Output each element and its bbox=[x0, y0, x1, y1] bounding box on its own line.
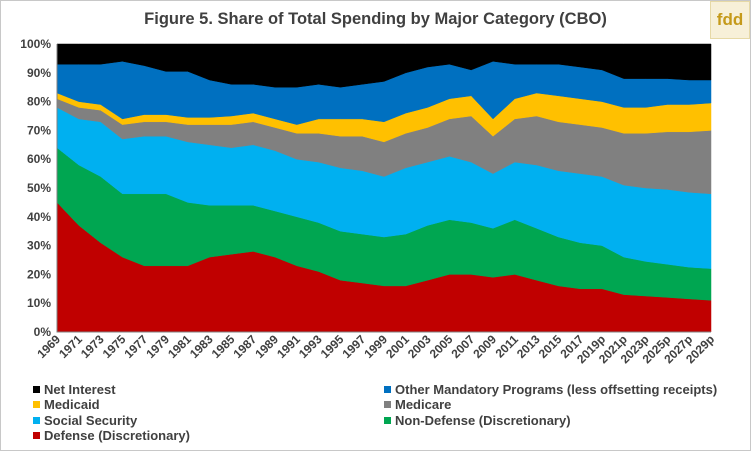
x-tick-label: 1989 bbox=[252, 332, 281, 361]
legend-label: Medicaid bbox=[44, 397, 100, 412]
legend-label: Non-Defense (Discretionary) bbox=[395, 413, 571, 428]
legend-swatch bbox=[33, 386, 40, 394]
y-tick-label: 90% bbox=[27, 66, 51, 80]
x-tick-label: 1999 bbox=[361, 332, 390, 361]
legend-item-net-interest: Net Interest bbox=[33, 382, 116, 397]
y-tick-label: 80% bbox=[27, 95, 51, 109]
x-tick-label: 2005 bbox=[427, 332, 456, 361]
x-tick-label: 2011 bbox=[493, 332, 522, 361]
fdd-logo: fdd bbox=[710, 1, 750, 39]
x-tick-label: 1973 bbox=[78, 332, 107, 361]
x-tick-label: 2003 bbox=[405, 332, 434, 361]
x-tick-label: 1971 bbox=[56, 332, 85, 361]
legend-label: Other Mandatory Programs (less offsettin… bbox=[395, 382, 718, 397]
x-tick-label: 1997 bbox=[340, 332, 369, 361]
x-tick-label: 2013 bbox=[514, 332, 543, 361]
x-tick-label: 2015 bbox=[536, 332, 565, 361]
x-tick-label: 1977 bbox=[122, 332, 151, 361]
legend-item-defense: Defense (Discretionary) bbox=[33, 428, 190, 443]
y-tick-label: 20% bbox=[27, 267, 51, 281]
x-tick-label: 2009 bbox=[470, 332, 499, 361]
y-tick-label: 60% bbox=[27, 152, 51, 166]
y-tick-label: 10% bbox=[27, 296, 51, 310]
x-tick-label: 1979 bbox=[143, 332, 172, 361]
x-tick-label: 1985 bbox=[209, 332, 238, 361]
y-tick-label: 50% bbox=[27, 181, 51, 195]
legend-swatch bbox=[33, 401, 40, 409]
legend-swatch bbox=[384, 401, 391, 409]
legend-label: Social Security bbox=[44, 413, 138, 428]
legend-swatch bbox=[384, 417, 391, 425]
x-tick-label: 1991 bbox=[274, 332, 303, 361]
x-tick-label: 1987 bbox=[231, 332, 260, 361]
legend-label: Defense (Discretionary) bbox=[44, 428, 190, 443]
x-tick-label: 1995 bbox=[318, 332, 347, 361]
y-tick-label: 100% bbox=[20, 37, 51, 51]
x-tick-label: 2007 bbox=[449, 332, 478, 361]
legend-swatch bbox=[384, 386, 391, 394]
y-tick-label: 70% bbox=[27, 123, 51, 137]
axis-lines bbox=[56, 44, 711, 333]
x-tick-label: 1983 bbox=[187, 332, 216, 361]
y-tick-label: 40% bbox=[27, 210, 51, 224]
legend-item-other-mandatory: Other Mandatory Programs (less offsettin… bbox=[384, 382, 717, 397]
legend-swatch bbox=[33, 432, 40, 440]
x-tick-label: 1975 bbox=[100, 332, 129, 361]
legend-item-medicare: Medicare bbox=[384, 397, 451, 412]
y-tick-label: 0% bbox=[34, 325, 52, 339]
series-area-net-interest bbox=[56, 43, 712, 88]
x-tick-label: 1981 bbox=[165, 332, 194, 361]
x-tick-label: 2001 bbox=[383, 332, 412, 361]
legend-item-social-security: Social Security bbox=[33, 413, 137, 428]
x-tick-label: 1993 bbox=[296, 332, 325, 361]
legend-item-non-defense: Non-Defense (Discretionary) bbox=[384, 413, 571, 428]
legend-label: Net Interest bbox=[44, 382, 116, 397]
chart-title: Figure 5. Share of Total Spending by Maj… bbox=[144, 10, 607, 28]
legend-label: Medicare bbox=[395, 397, 452, 412]
y-tick-label: 30% bbox=[27, 239, 51, 253]
legend-item-medicaid: Medicaid bbox=[33, 397, 100, 412]
legend-swatch bbox=[33, 417, 40, 425]
